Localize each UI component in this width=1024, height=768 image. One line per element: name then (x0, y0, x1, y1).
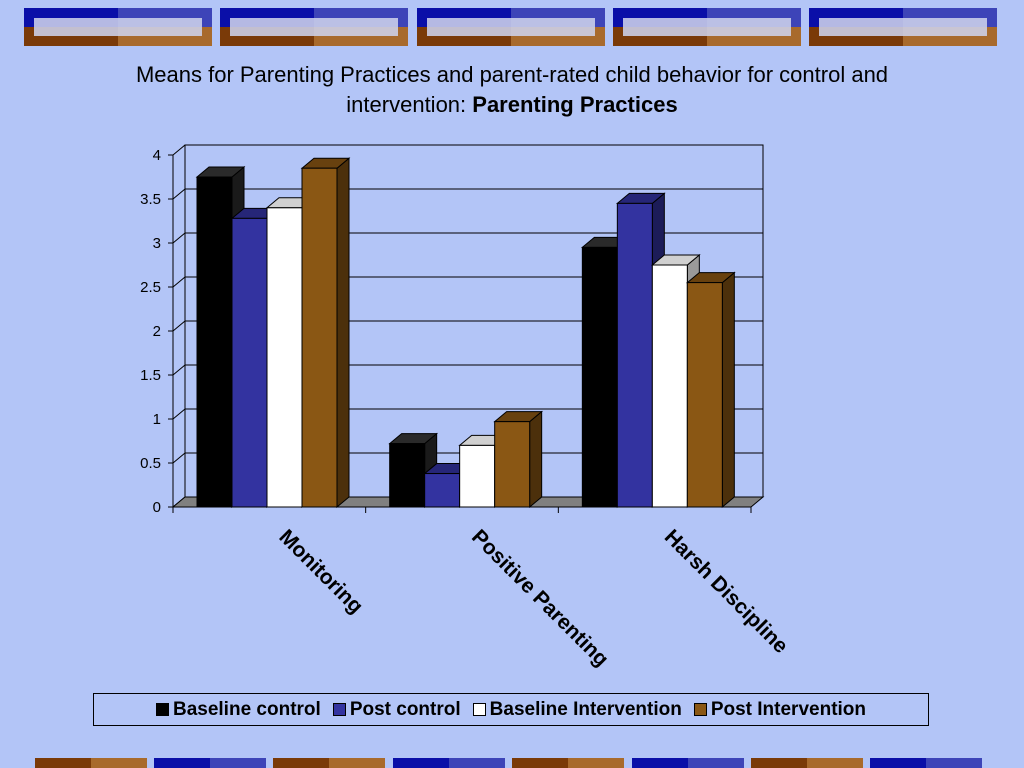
bottom-decor-segment (154, 758, 210, 768)
gridline-side (172, 408, 186, 420)
bottom-decor-segment (393, 758, 449, 768)
legend-label: Baseline Intervention (489, 698, 682, 720)
y-tick-label: 3 (153, 235, 161, 252)
top-decor-tile (24, 8, 212, 46)
bar (651, 264, 688, 508)
x-category-label: Positive Parenting (467, 525, 613, 671)
x-category-label: Monitoring (274, 525, 367, 618)
bar (459, 444, 496, 508)
x-category-label: Harsh Discipline (660, 525, 793, 658)
legend-item: Post control (332, 698, 461, 721)
bottom-decor-segment (273, 758, 329, 768)
bar (301, 167, 338, 508)
bar (616, 202, 653, 508)
title-line-1: Means for Parenting Practices and parent… (135, 62, 889, 87)
legend-swatch (155, 703, 169, 716)
gridline-side (172, 364, 186, 376)
legend-label: Post Intervention (710, 698, 867, 720)
legend-item: Baseline Intervention (472, 698, 682, 721)
bottom-decor-segment (35, 758, 91, 768)
top-decorative-band (0, 0, 1024, 50)
bottom-decor-segment (870, 758, 926, 768)
top-decor-tile (809, 8, 997, 46)
bar (581, 246, 618, 508)
y-tick-label: 2.5 (140, 279, 161, 296)
legend-label: Baseline control (172, 698, 321, 720)
bar-side (529, 410, 543, 509)
top-decor-tile (220, 8, 408, 46)
bar (231, 217, 268, 508)
y-tick-label: 4 (153, 147, 161, 164)
gridline-side (172, 452, 186, 464)
gridline-side (172, 232, 186, 244)
bottom-decor-segment (926, 758, 982, 768)
slide-title: Means for Parenting Practices and parent… (40, 60, 984, 120)
bottom-decorative-band (0, 758, 1024, 768)
legend-swatch (472, 703, 486, 716)
y-tick-label: 1.5 (140, 367, 161, 384)
bar (196, 176, 233, 508)
bottom-decor-segment (632, 758, 688, 768)
legend-label: Post control (349, 698, 461, 720)
y-tick-label: 3.5 (140, 191, 161, 208)
bottom-decor-segment (449, 758, 505, 768)
legend-swatch (693, 703, 707, 716)
bottom-decor-segment (688, 758, 744, 768)
legend-item: Baseline control (155, 698, 321, 721)
bar (266, 207, 303, 508)
gridline-side (172, 144, 186, 156)
title-line-2: intervention: Parenting Practices (40, 90, 984, 120)
bottom-decor-segment (807, 758, 863, 768)
y-tick-label: 1 (153, 411, 161, 428)
top-decor-tile (417, 8, 605, 46)
y-tick-label: 2 (153, 323, 161, 340)
title-line-2-bold: Parenting Practices (472, 92, 678, 117)
bottom-decor-segment (210, 758, 266, 768)
y-tick-label: 0.5 (140, 455, 161, 472)
bottom-decor-segment (568, 758, 624, 768)
bar (424, 473, 461, 508)
legend-item: Post Intervention (693, 698, 867, 721)
bar-side (721, 271, 735, 509)
chart-legend: Baseline control Post control Baseline Int… (93, 693, 929, 726)
bottom-decor-segment (329, 758, 385, 768)
title-line-2-plain: intervention: (346, 92, 473, 117)
bottom-decor-segment (751, 758, 807, 768)
bar (686, 282, 723, 508)
gridline-side (172, 276, 186, 288)
bar (389, 443, 426, 508)
bar-side (336, 157, 350, 509)
bar (494, 421, 531, 508)
bottom-decor-segment (91, 758, 147, 768)
y-tick-label: 0 (153, 499, 161, 516)
bottom-decor-segment (512, 758, 568, 768)
gridline-side (172, 188, 186, 200)
top-decor-tile (613, 8, 801, 46)
gridline-side (172, 320, 186, 332)
legend-swatch (332, 703, 346, 716)
